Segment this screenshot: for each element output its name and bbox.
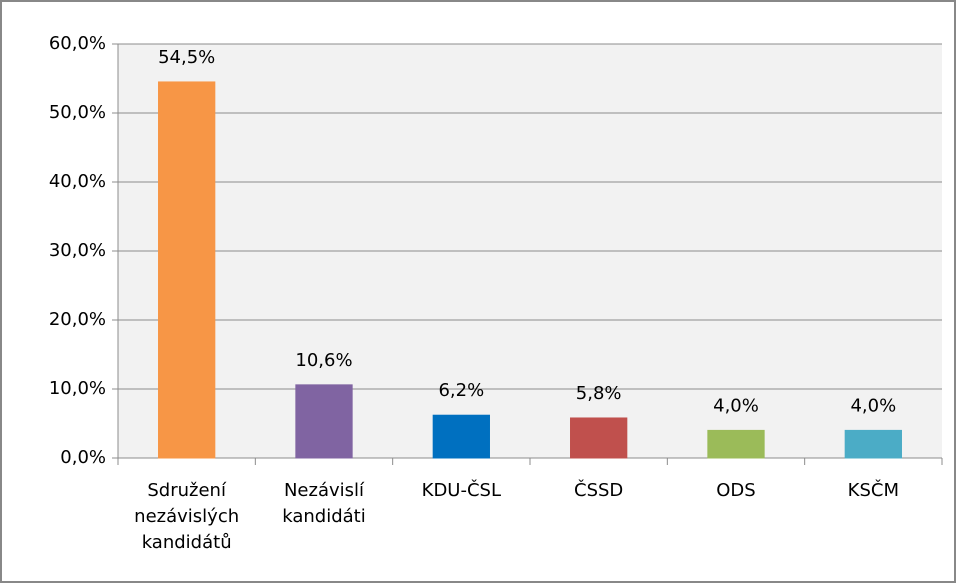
data-label: 5,8% [576,383,622,404]
data-label: 4,0% [713,395,759,416]
y-tick-label: 50,0% [49,102,106,123]
x-tick-label: KDU-ČSL [421,480,501,501]
data-label: 54,5% [158,47,215,68]
y-tick-label: 10,0% [49,378,106,399]
y-tick-label: 60,0% [49,33,106,54]
x-tick-label: ČSSD [574,480,624,501]
data-label: 4,0% [850,395,896,416]
bar [295,384,353,459]
bar [158,81,216,459]
bar [844,429,902,459]
bar [707,429,765,459]
y-tick-label: 20,0% [49,309,106,330]
x-tick-label: Nezávislí kandidáti [282,480,366,527]
y-tick-label: 40,0% [49,171,106,192]
y-tick-label: 30,0% [49,240,106,261]
y-tick-label: 0,0% [60,447,106,468]
x-tick-label: Sdružení nezávislých kandidátů [134,480,240,553]
x-tick-label: KSČM [847,480,899,501]
data-label: 6,2% [438,380,484,401]
x-tick-label: ODS [716,480,756,501]
data-label: 10,6% [295,350,352,371]
bar [432,414,490,459]
bar [570,417,628,459]
